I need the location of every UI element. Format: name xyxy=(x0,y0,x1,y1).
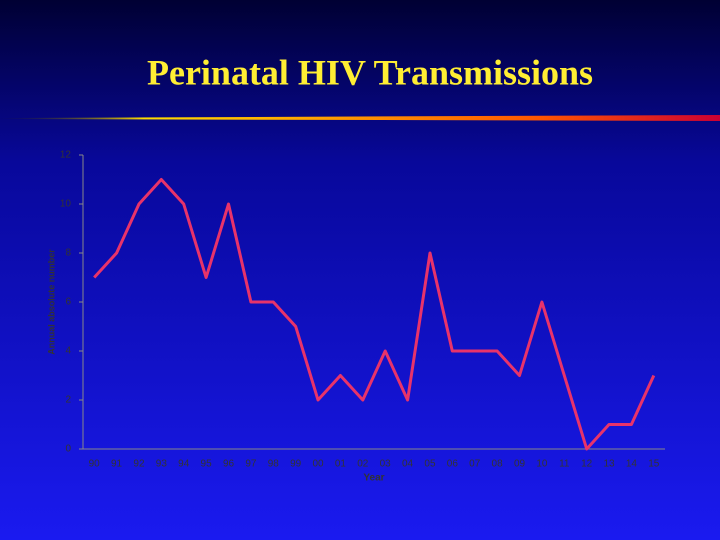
x-tick-label: 03 xyxy=(380,459,392,470)
title-rule xyxy=(0,115,720,121)
x-tick-label: 15 xyxy=(648,459,660,470)
x-tick-label: 07 xyxy=(469,459,481,470)
x-tick-label: 14 xyxy=(626,459,638,470)
x-tick-label: 04 xyxy=(402,459,414,470)
x-tick-label: 94 xyxy=(178,459,190,470)
x-tick-label: 93 xyxy=(156,459,168,470)
x-tick-label: 06 xyxy=(447,459,459,470)
x-tick-label: 01 xyxy=(335,459,347,470)
x-tick-label: 11 xyxy=(559,459,570,470)
y-tick-label: 12 xyxy=(60,150,72,161)
x-tick-label: 13 xyxy=(603,459,615,470)
x-tick-label: 97 xyxy=(245,459,257,470)
x-tick-label: 10 xyxy=(536,459,548,470)
y-tick-label: 8 xyxy=(65,248,71,259)
y-axis-label: Annual absolute number xyxy=(46,249,56,355)
x-tick-label: 98 xyxy=(268,459,280,470)
x-tick-label: 96 xyxy=(223,459,235,470)
x-tick-label: 02 xyxy=(357,459,369,470)
x-tick-label: 99 xyxy=(290,459,302,470)
x-axis-label: Year xyxy=(363,473,384,484)
chart-title: Perinatal HIV Transmissions xyxy=(147,52,593,92)
y-tick-label: 2 xyxy=(65,395,71,406)
x-tick-label: 08 xyxy=(492,459,504,470)
x-tick-label: 92 xyxy=(133,459,145,470)
x-tick-label: 91 xyxy=(111,459,123,470)
data-line xyxy=(93,178,656,451)
y-tick-label: 0 xyxy=(65,444,71,455)
y-tick-label: 4 xyxy=(65,346,71,357)
x-tick-label: 95 xyxy=(201,459,213,470)
y-tick-label: 10 xyxy=(60,199,72,210)
x-tick-label: 12 xyxy=(581,459,593,470)
x-tick-label: 90 xyxy=(89,459,101,470)
y-tick-label: 6 xyxy=(65,297,71,308)
x-tick-label: 09 xyxy=(514,459,526,470)
x-tick-label: 05 xyxy=(424,459,436,470)
x-tick-label: 00 xyxy=(312,459,324,470)
